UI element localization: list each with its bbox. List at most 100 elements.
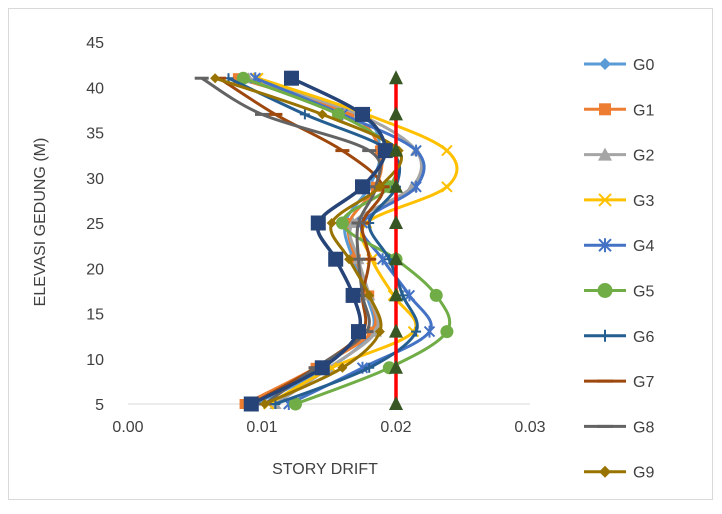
legend-item-g6: G6 xyxy=(584,329,654,346)
data-point xyxy=(326,218,337,228)
legend-marker xyxy=(599,465,611,478)
data-point xyxy=(314,360,330,376)
legend-label: G4 xyxy=(633,238,654,255)
y-tick-label: 20 xyxy=(86,261,104,278)
data-point xyxy=(317,109,328,120)
legend: G0 G1 G2 G3 G4 G5 G6 G7 G8 G9 xyxy=(584,57,654,482)
data-point xyxy=(344,254,355,265)
legend-label: G2 xyxy=(633,148,654,165)
data-point xyxy=(423,325,436,338)
data-point xyxy=(377,143,393,159)
x-tick-label: 0.01 xyxy=(246,419,277,436)
series-line xyxy=(250,76,388,406)
chart-border xyxy=(8,8,713,500)
x-tick-label: 0.03 xyxy=(514,419,545,436)
x-tick-label: 0.02 xyxy=(380,419,411,436)
data-point xyxy=(429,288,443,302)
data-point xyxy=(299,109,310,120)
legend-item-g4: G4 xyxy=(584,238,654,255)
data-point xyxy=(289,397,302,411)
x-tick-label: 0.00 xyxy=(112,419,143,436)
data-point xyxy=(441,144,453,157)
legend-label: G1 xyxy=(633,102,654,119)
data-point xyxy=(236,71,250,85)
data-point xyxy=(355,106,370,122)
legend-item-g3: G3 xyxy=(584,193,654,210)
data-point xyxy=(337,362,348,373)
data-point xyxy=(344,218,355,228)
y-tick-label: 30 xyxy=(86,171,104,188)
data-point xyxy=(344,109,355,120)
data-point xyxy=(364,362,375,373)
legend-item-g0: G0 xyxy=(584,57,654,74)
legend-marker xyxy=(599,103,611,116)
legend-label: G9 xyxy=(633,465,654,482)
series-unnamed-11 xyxy=(389,70,403,410)
legend-label: G6 xyxy=(633,329,654,346)
legend-marker xyxy=(598,193,612,207)
series-g9 xyxy=(210,73,404,409)
y-tick-label: 45 xyxy=(86,35,104,52)
data-point xyxy=(440,325,454,339)
data-point xyxy=(243,396,259,412)
data-point xyxy=(331,107,345,121)
data-point xyxy=(350,324,366,340)
data-point xyxy=(389,323,403,338)
legend-label: G8 xyxy=(633,419,654,436)
data-point xyxy=(389,215,403,229)
legend-marker xyxy=(599,329,611,342)
legend-label: G0 xyxy=(633,57,654,74)
data-point xyxy=(410,144,422,157)
legend-item-g9: G9 xyxy=(584,465,654,482)
data-point xyxy=(389,178,403,193)
legend-marker xyxy=(598,147,612,161)
series-line xyxy=(214,76,403,406)
y-tick-label: 15 xyxy=(86,307,104,324)
y-tick-label: 10 xyxy=(86,352,104,369)
data-point xyxy=(389,142,403,157)
data-point xyxy=(355,179,370,195)
data-point xyxy=(389,287,403,302)
y-axis-title: ELEVASI GEDUNG (M) xyxy=(32,138,49,307)
data-point xyxy=(364,290,375,301)
legend-item-g1: G1 xyxy=(584,102,654,119)
data-point xyxy=(328,251,344,267)
data-point xyxy=(389,396,403,410)
data-point xyxy=(283,70,299,86)
legend-item-g5: G5 xyxy=(584,283,654,301)
legend-marker xyxy=(597,283,613,298)
legend-marker xyxy=(598,238,612,253)
y-tick-label: 40 xyxy=(86,80,104,97)
data-point xyxy=(374,181,385,192)
legend-label: G7 xyxy=(633,374,654,391)
legend-label: G5 xyxy=(633,284,654,301)
data-point xyxy=(410,180,422,193)
legend-item-g8: G8 xyxy=(584,419,654,436)
axes: 0.00 0.01 0.02 0.03 5 10 15 20 25 30 35 40 45 xyxy=(86,35,545,436)
data-point xyxy=(389,251,403,266)
y-tick-label: 35 xyxy=(86,126,104,143)
data-point xyxy=(411,326,422,337)
series-line xyxy=(227,76,419,406)
legend-marker xyxy=(599,58,611,70)
legend-item-g2: G2 xyxy=(584,147,654,165)
y-tick-label: 5 xyxy=(95,397,104,414)
legend-item-g7: G7 xyxy=(584,374,654,391)
data-point xyxy=(374,326,385,337)
x-axis-title: STORY DRIFT xyxy=(272,461,378,478)
series-layer xyxy=(194,70,459,412)
data-point xyxy=(403,289,416,302)
data-point xyxy=(389,70,403,85)
legend-label: G3 xyxy=(633,193,654,210)
data-point xyxy=(335,216,349,230)
data-point xyxy=(310,215,326,231)
data-point xyxy=(210,73,221,84)
data-point xyxy=(389,359,403,374)
data-point xyxy=(441,181,453,193)
series-line xyxy=(242,76,452,406)
y-tick-label: 25 xyxy=(86,216,104,233)
series-unnamed-10 xyxy=(243,70,393,412)
data-point xyxy=(259,399,270,409)
